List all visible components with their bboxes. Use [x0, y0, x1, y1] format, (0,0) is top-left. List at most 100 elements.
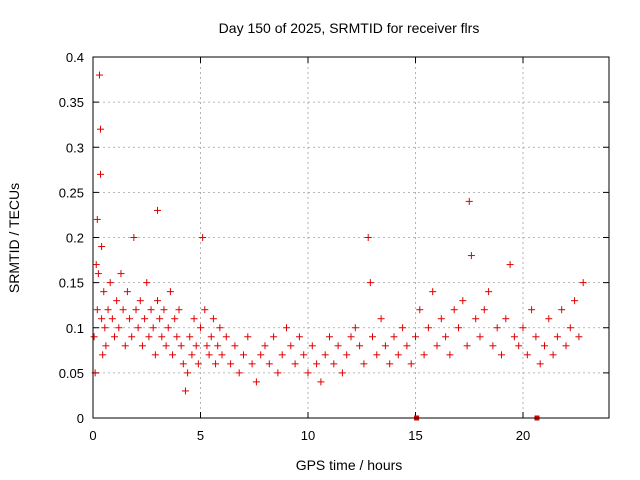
data-point [227, 360, 235, 368]
data-point [476, 333, 484, 341]
data-point [106, 279, 114, 287]
data-point [108, 315, 116, 323]
x-tick-label: 20 [516, 428, 530, 443]
grid-layer [93, 57, 609, 418]
data-point [287, 342, 295, 350]
data-point [188, 351, 196, 359]
data-point [334, 342, 342, 350]
data-point [424, 324, 432, 332]
data-point [523, 351, 531, 359]
data-point [160, 306, 168, 314]
data-point [231, 342, 239, 350]
data-point [199, 234, 207, 241]
data-point [506, 261, 514, 269]
data-point [528, 306, 536, 314]
data-point [214, 342, 222, 350]
data-point [558, 306, 566, 314]
data-point [304, 369, 312, 377]
data-point [498, 351, 505, 359]
data-point [420, 351, 428, 359]
data-point [394, 351, 402, 359]
data-point [93, 215, 101, 223]
data-point [244, 333, 252, 341]
x-axis-ticks: 0 5 10 15 20 [89, 57, 530, 443]
data-point [274, 369, 282, 377]
data-point [313, 360, 321, 368]
data-point [373, 351, 381, 359]
data-point [562, 342, 570, 350]
chart-title: Day 150 of 2025, SRMTID for receiver flr… [219, 20, 480, 36]
data-point [515, 342, 523, 350]
y-tick-label: 0.25 [59, 185, 84, 200]
data-point [147, 306, 155, 314]
data-point [169, 351, 177, 359]
y-tick-label: 0.1 [66, 321, 84, 336]
data-point [166, 288, 174, 296]
data-point [261, 342, 269, 350]
data-point [347, 333, 355, 341]
data-point [197, 324, 204, 332]
data-point [173, 333, 181, 341]
data-point [326, 333, 333, 341]
data-point [485, 288, 493, 296]
data-point [455, 324, 462, 332]
data-point [141, 315, 149, 323]
data-point [235, 369, 243, 377]
data-point [123, 288, 131, 296]
data-point [171, 315, 179, 323]
data-point [162, 342, 170, 350]
data-point [205, 351, 213, 359]
data-point [98, 243, 106, 251]
data-point [154, 206, 161, 214]
data-point [493, 324, 501, 332]
data-point [201, 306, 209, 314]
x-axis-label: GPS time / hours [296, 457, 403, 473]
y-axis-ticks: 0 0.05 0.1 0.15 0.2 0.25 0.3 0.35 0.4 [59, 50, 609, 426]
data-point [519, 324, 527, 332]
data-point [222, 333, 230, 341]
data-point [252, 378, 260, 386]
x-tick-label: 15 [408, 428, 422, 443]
x-tick-label: 5 [197, 428, 204, 443]
data-point [283, 324, 290, 332]
data-point [149, 324, 157, 332]
data-point [467, 252, 475, 260]
data-point [154, 297, 161, 305]
data-point [549, 351, 557, 359]
data-point [356, 342, 364, 350]
y-tick-label: 0 [77, 411, 84, 426]
data-point [291, 360, 299, 368]
data-point [186, 333, 194, 341]
data-point [364, 234, 372, 241]
data-point [437, 315, 445, 323]
plot-frame [92, 56, 610, 419]
data-point [207, 333, 215, 341]
data-point [265, 360, 273, 368]
data-point [386, 360, 394, 368]
data-point [489, 342, 497, 350]
data-point [99, 351, 107, 359]
data-point [115, 324, 123, 332]
data-point [240, 351, 247, 359]
data-point [117, 270, 125, 278]
data-point [97, 125, 105, 133]
data-point [94, 270, 102, 278]
y-tick-label: 0.05 [59, 366, 84, 381]
y-tick-label: 0.4 [66, 50, 84, 65]
x-tick-label: 10 [301, 428, 315, 443]
data-point [98, 315, 106, 323]
data-point [566, 324, 574, 332]
data-point [97, 170, 105, 178]
data-point [270, 333, 278, 341]
data-point [128, 333, 136, 341]
data-point [130, 234, 138, 241]
data-point [278, 351, 286, 359]
data-point [134, 324, 142, 332]
data-point [126, 315, 134, 323]
data-point [317, 378, 325, 386]
data-point [164, 324, 172, 332]
data-point [145, 333, 153, 341]
data-point [93, 306, 101, 314]
data-point [300, 351, 308, 359]
y-tick-label: 0.3 [66, 140, 84, 155]
